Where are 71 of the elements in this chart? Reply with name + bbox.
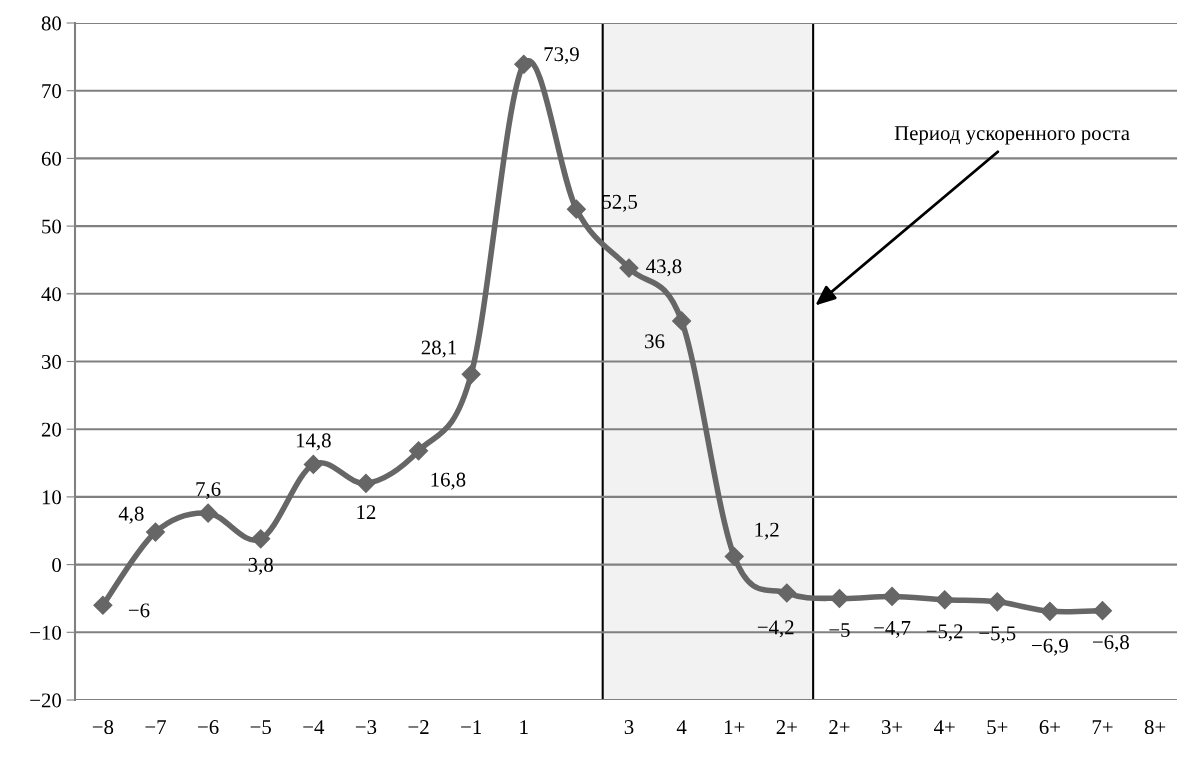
point (303, 454, 323, 474)
point (514, 54, 534, 74)
x-tick-label: −7 (145, 720, 166, 734)
x-tick-label: −4 (303, 720, 325, 734)
point (987, 592, 1007, 612)
x-tick-label: 2+ (776, 720, 797, 734)
y-tick-label: 30 (41, 354, 62, 369)
point (356, 473, 376, 493)
data-label: −6 (128, 603, 150, 618)
data-label: −6,8 (1092, 635, 1129, 653)
point (566, 199, 586, 219)
data-label: 43,8 (646, 259, 682, 277)
data-label: 1,2 (755, 522, 779, 540)
x-tick-label: 4 (676, 720, 687, 734)
data-label: 36 (645, 334, 665, 349)
x-tick-label: 3+ (881, 720, 903, 735)
point (1092, 601, 1113, 621)
point (724, 546, 744, 567)
point (251, 529, 271, 549)
y-tick-label: 40 (41, 287, 62, 302)
x-tick-label: 8+ (1144, 720, 1166, 735)
y-tick-label: 50 (42, 219, 62, 234)
data-label: −5 (829, 623, 850, 637)
y-tick-label: 20 (41, 422, 62, 437)
y-tick-label: −10 (30, 625, 62, 640)
x-tick-label: −2 (408, 720, 429, 734)
point (619, 258, 639, 278)
data-label: 12 (357, 505, 376, 519)
x-tick-label: −3 (355, 720, 377, 735)
data-label: 14,8 (296, 433, 331, 451)
x-tick-label: 1+ (724, 720, 745, 734)
data-label: −4,2 (757, 620, 794, 638)
point (882, 586, 902, 606)
x-tick-label: 3 (624, 720, 634, 735)
point (777, 583, 797, 603)
data-label: −5,5 (979, 626, 1016, 644)
point (461, 364, 481, 384)
data-label: 4,8 (118, 506, 144, 524)
x-tick-label: 4+ (933, 720, 955, 734)
y-tick-label: 70 (42, 84, 62, 99)
y-tick-label: 80 (41, 16, 62, 31)
x-tick-label: 6+ (1039, 720, 1060, 735)
x-tick-label: 7+ (1092, 720, 1113, 734)
data-label: 16,8 (431, 472, 466, 490)
y-tick-label: 10 (42, 490, 62, 505)
y-tick-label: 60 (41, 151, 62, 166)
point (935, 590, 955, 610)
x-tick-label: 1 (520, 720, 528, 734)
data-label: 73,9 (544, 47, 579, 65)
x-tick-label: −8 (92, 720, 114, 735)
point (93, 595, 113, 615)
data-label: −5,2 (926, 624, 963, 642)
point (409, 441, 429, 461)
x-tick-label: 5+ (987, 720, 1008, 735)
x-tick-label: −5 (250, 720, 271, 735)
point (1040, 601, 1060, 621)
data-label: 28,1 (421, 340, 457, 358)
annotation: Период ускоренного роста (894, 126, 1130, 145)
point (672, 311, 692, 331)
x-tick-label: 2+ (829, 720, 850, 734)
y-tick-label: 0 (52, 557, 62, 573)
x-tick-label: −6 (198, 720, 219, 735)
data-label: −6,9 (1032, 638, 1068, 656)
point (829, 588, 849, 608)
data-label: 7,6 (196, 482, 221, 500)
x-tick-label: −1 (461, 720, 481, 734)
point (145, 522, 166, 542)
data-label: 3,8 (248, 557, 273, 575)
point (198, 503, 218, 523)
y-tick-label: −20 (30, 693, 62, 708)
data-label: −4,7 (874, 621, 911, 638)
